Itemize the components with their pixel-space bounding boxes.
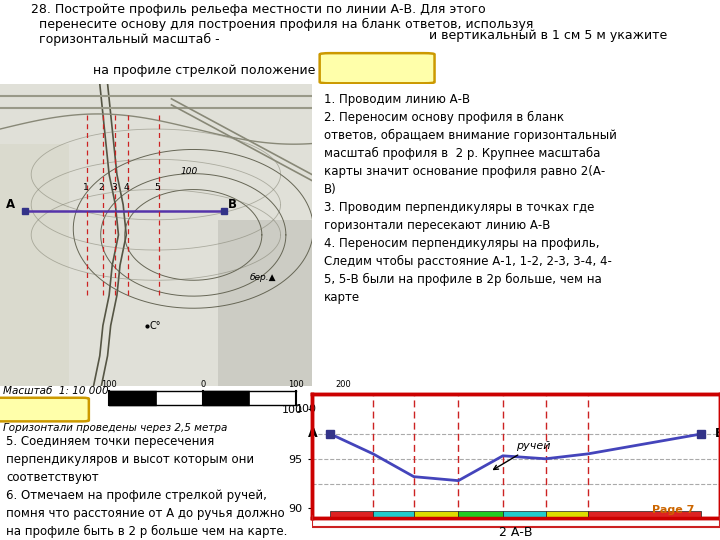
- Text: в 1 см 50 м: в 1 см 50 м: [341, 62, 414, 75]
- Text: ручей: ручей: [494, 441, 550, 469]
- Text: бер.▲: бер.▲: [249, 273, 276, 282]
- Text: 3: 3: [111, 183, 117, 192]
- Text: 2: 2: [99, 183, 104, 192]
- Bar: [414, 511, 459, 517]
- Text: 100: 100: [102, 380, 117, 388]
- Bar: [546, 511, 588, 517]
- Bar: [218, 220, 312, 386]
- Text: Page 7: Page 7: [652, 505, 694, 515]
- Text: 100: 100: [181, 167, 198, 177]
- Text: A: A: [307, 428, 318, 441]
- Text: A: A: [6, 198, 15, 211]
- Bar: [373, 511, 414, 517]
- Text: на профиле стрелкой положение ручья: на профиле стрелкой положение ручья: [94, 64, 357, 77]
- Text: 28. Постройте профиль рельефа местности по линии А-В. Для этого
  перенесите осн: 28. Постройте профиль рельефа местности …: [31, 3, 533, 46]
- Text: 0: 0: [200, 380, 205, 388]
- Text: B: B: [714, 428, 720, 441]
- FancyBboxPatch shape: [0, 398, 89, 421]
- Text: 2 А-В: 2 А-В: [499, 525, 533, 539]
- Bar: [503, 511, 546, 517]
- Bar: [588, 511, 701, 517]
- Text: 4: 4: [123, 183, 129, 192]
- Text: B: B: [228, 198, 237, 211]
- Text: В 1 см 100 м: В 1 см 100 м: [7, 404, 75, 414]
- FancyBboxPatch shape: [320, 53, 435, 83]
- Bar: [0, 144, 68, 386]
- Text: C°: C°: [150, 321, 161, 330]
- Text: 200: 200: [335, 380, 351, 388]
- Text: 1: 1: [83, 183, 89, 192]
- Text: 100: 100: [288, 380, 304, 388]
- Text: 5: 5: [155, 183, 161, 192]
- Text: Горизонтали проведены через 2,5 метра: Горизонтали проведены через 2,5 метра: [3, 423, 228, 434]
- Bar: [330, 511, 373, 517]
- Text: 100: 100: [297, 404, 318, 414]
- Text: 5. Соединяем точки пересечения
перпендикуляров и высот которым они
соответствуют: 5. Соединяем точки пересечения перпендик…: [6, 435, 287, 538]
- Text: 1. Проводим линию А-В
2. Переносим основу профиля в бланк
ответов, обращаем вним: 1. Проводим линию А-В 2. Переносим основ…: [324, 93, 617, 305]
- Text: и вертикальный в 1 см 5 м укажите: и вертикальный в 1 см 5 м укажите: [425, 29, 667, 42]
- Text: Масштаб  1: 10 000: Масштаб 1: 10 000: [3, 386, 109, 396]
- Bar: [459, 511, 503, 517]
